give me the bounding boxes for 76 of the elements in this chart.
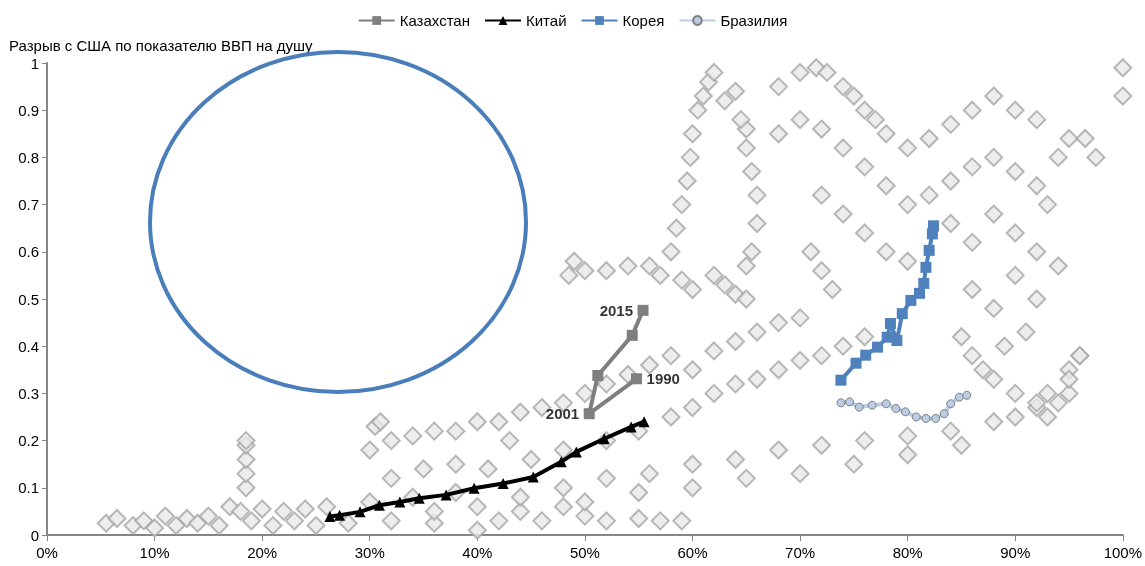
point <box>913 287 925 299</box>
point <box>637 304 649 316</box>
point <box>625 421 637 433</box>
point <box>954 392 964 402</box>
point <box>836 398 846 408</box>
point <box>570 446 582 458</box>
y-tick-label: 0.8 <box>18 148 39 166</box>
point <box>845 397 855 407</box>
point <box>881 399 891 409</box>
x-tick-label: 10% <box>139 544 170 561</box>
x-tick-label: 100% <box>1103 544 1143 561</box>
y-tick-label: 0.3 <box>18 384 39 402</box>
point <box>497 478 509 490</box>
legend-label: Бразилия <box>720 12 788 29</box>
legend-label: Казахстан <box>399 12 470 29</box>
point <box>555 456 567 468</box>
point <box>905 294 917 306</box>
x-tick-label: 40% <box>462 544 493 561</box>
point <box>946 399 956 409</box>
x-tick-label: 50% <box>569 544 600 561</box>
point <box>920 261 932 273</box>
point <box>354 506 366 518</box>
point <box>860 349 872 361</box>
point <box>923 244 935 256</box>
point <box>850 357 862 369</box>
y-tick-label: 0.5 <box>18 290 39 308</box>
point <box>891 404 901 413</box>
point <box>592 369 604 381</box>
y-tick-label: 0.1 <box>18 479 39 497</box>
point <box>626 329 638 341</box>
point <box>373 499 385 511</box>
point <box>891 335 903 347</box>
annotation: 1990 <box>646 370 680 388</box>
x-tick-label: 30% <box>354 544 385 561</box>
point <box>927 220 939 232</box>
point <box>835 374 847 386</box>
point <box>921 413 931 423</box>
point <box>631 373 643 385</box>
point <box>918 277 930 289</box>
point <box>854 402 864 412</box>
point <box>911 412 921 422</box>
legend-label: Корея <box>622 12 665 29</box>
point <box>324 511 336 523</box>
point <box>468 482 480 494</box>
point <box>638 416 650 428</box>
point <box>962 390 972 400</box>
annotation: 2015 <box>599 301 633 319</box>
point <box>394 496 406 508</box>
x-tick-label: 90% <box>1000 544 1031 561</box>
x-tick-label: 0% <box>36 544 58 561</box>
point <box>583 408 595 420</box>
y-tick-label: 0.6 <box>18 243 39 261</box>
y-tick-label: 0.9 <box>18 101 39 119</box>
point <box>939 409 949 419</box>
point <box>413 492 425 504</box>
y-tick-label: 0.4 <box>18 337 39 355</box>
point <box>872 341 884 353</box>
point <box>440 489 452 501</box>
annotation: 2001 <box>545 405 580 423</box>
point <box>334 509 346 521</box>
y-tick-label: 0.7 <box>18 196 39 214</box>
x-tick-label: 80% <box>892 544 923 561</box>
point <box>931 413 941 423</box>
y-tick-label: 0 <box>30 526 39 544</box>
point <box>884 318 896 330</box>
y-tick-label: 1 <box>30 54 39 72</box>
y-axis-title: Разрыв с США по показателю ВВП на душу <box>9 37 314 54</box>
legend-label: Китай <box>526 12 567 29</box>
point <box>901 407 910 417</box>
point <box>896 308 908 320</box>
x-tick-label: 70% <box>785 544 816 561</box>
x-tick-label: 60% <box>677 544 708 561</box>
point <box>867 400 877 410</box>
y-tick-label: 0.2 <box>18 432 39 450</box>
x-tick-label: 20% <box>247 544 278 561</box>
point <box>527 471 539 483</box>
